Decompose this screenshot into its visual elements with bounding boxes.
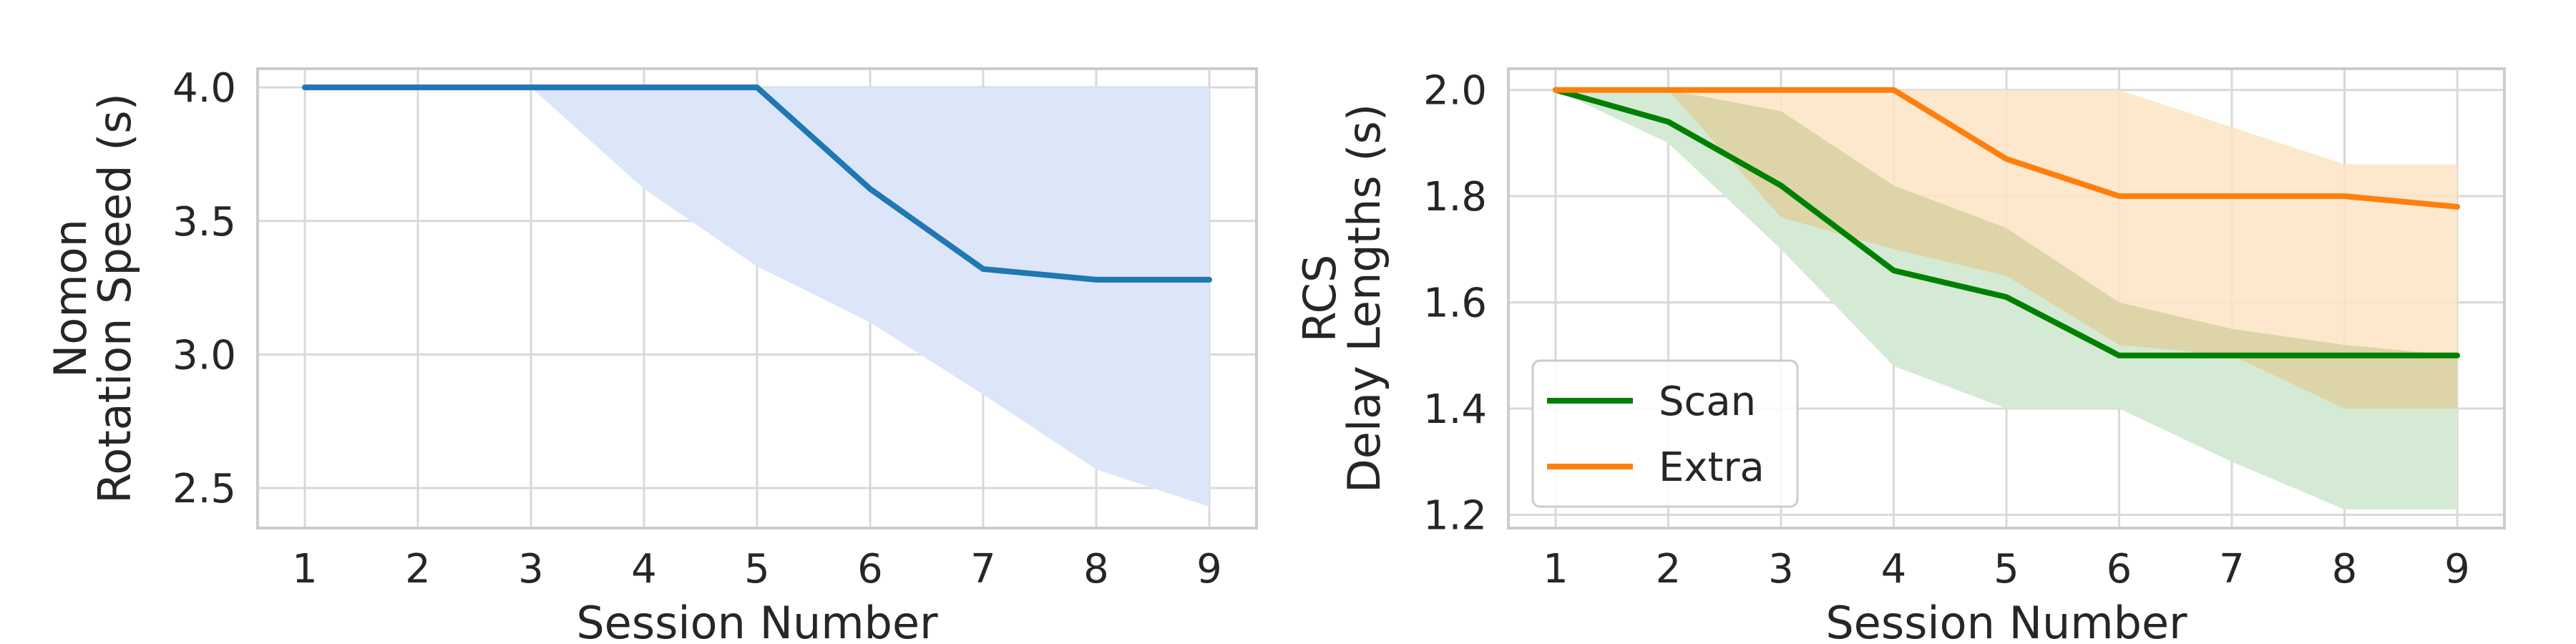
x-tick-label: 4 [631,546,657,592]
y-axis-title-line: Rotation Speed (s) [89,93,141,504]
band-overlap [1556,89,2457,409]
y-tick-label: 2.5 [172,466,236,512]
series-line [302,84,1212,283]
y-tick-label: 2.0 [1423,68,1487,114]
x-tick-label: 8 [2332,546,2358,592]
y-tick-label: 1.6 [1423,280,1487,327]
x-tick-label: 9 [2444,546,2470,592]
y-tick-label: 4.0 [172,65,236,112]
x-tick-label: 5 [1994,546,2019,592]
x-tick-label: 6 [857,546,883,592]
x-tick-label: 8 [1083,546,1109,592]
confidence-band [305,87,1209,507]
y-axis-title-line: RCS [1294,255,1346,343]
x-tick-label: 9 [1196,546,1222,592]
legend-label: Scan [1659,379,1756,425]
y-tick-label: 1.2 [1423,492,1487,539]
y-tick-label: 1.4 [1423,386,1487,433]
x-tick-label: 6 [2107,546,2132,592]
y-axis-title-line: Nomon [44,219,97,378]
x-tick-label: 1 [292,546,318,592]
y-tick-label: 3.0 [172,332,236,379]
x-tick-label: 2 [405,546,431,592]
plot-frame [1507,67,2506,530]
y-tick-label: 3.5 [172,199,236,245]
nomon-rotation-speed-chart: 1 2 3 4 5 6 7 8 9 2.5 3.0 3.5 4.0 Session Number Nomon… [44,65,1258,644]
x-tick-label: 2 [1656,546,1682,592]
rcs-delay-lengths-chart: 1 2 3 4 5 6 7 8 9 1.2 1.4 1.6 1.8 2.0 Session Number RC… [1294,67,2506,644]
y-axis-title-line: Delay Lengths (s) [1338,104,1390,493]
x-tick-label: 4 [1881,546,1907,592]
legend-label: Extra [1659,444,1765,491]
x-tick-label: 7 [970,546,996,592]
x-tick-label: 5 [744,546,770,592]
series-line [1553,87,2460,210]
x-tick-label: 3 [518,546,544,592]
x-tick-label: 7 [2219,546,2245,592]
x-tick-label: 3 [1768,546,1794,592]
series-line [1553,87,2460,358]
x-axis-title: Session Number [576,597,938,644]
x-tick-label: 1 [1543,546,1568,592]
x-axis-title: Session Number [1825,597,2187,644]
plot-frame [256,67,1258,530]
y-tick-label: 1.8 [1423,174,1487,220]
legend-box [1531,359,1799,508]
